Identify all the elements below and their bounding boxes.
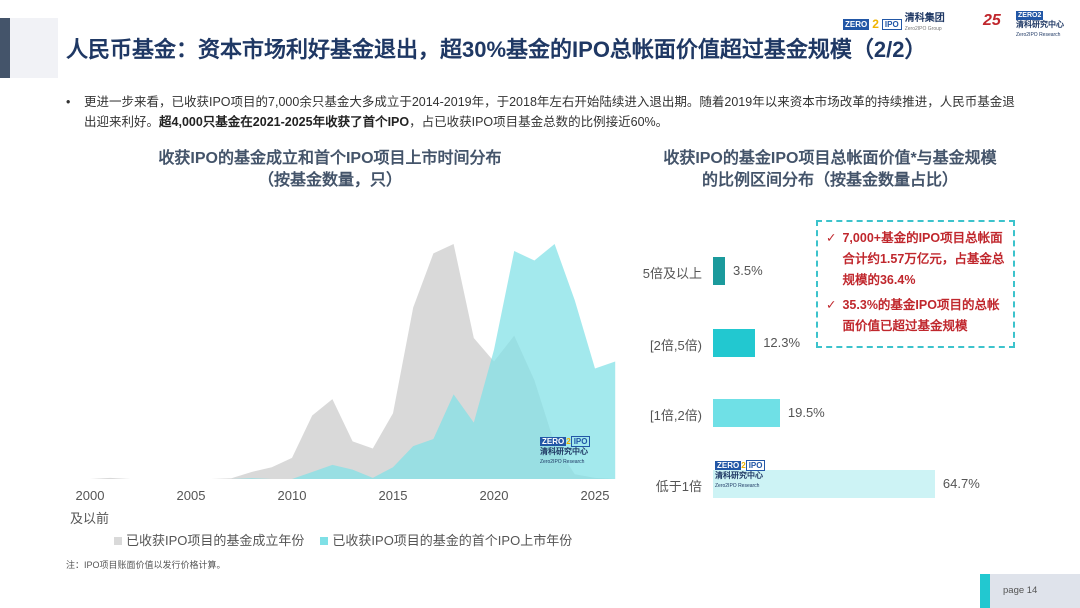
x-tick-label: 2020 xyxy=(479,488,509,503)
wm-zero: ZERO xyxy=(715,461,742,470)
x-tick-label: 2000 xyxy=(75,488,105,503)
callout-box: ✓ 7,000+基金的IPO项目总帐面合计约1.57万亿元，占基金总规模的36.4… xyxy=(816,220,1015,348)
summary-bullet: • 更进一步来看，已收获IPO项目的7,000余只基金大多成立于2014-201… xyxy=(66,95,1015,129)
logo-research-cn: 清科研究中心 xyxy=(1016,20,1064,29)
legend-swatch-cyan xyxy=(320,537,329,545)
bar-value-label: 64.7% xyxy=(942,476,980,491)
legend-item-founding: 已收获IPO项目的基金成立年份 xyxy=(114,530,304,549)
legend-label: 已收获IPO项目的基金成立年份 xyxy=(126,533,305,548)
bar-value-label: 12.3% xyxy=(763,335,801,350)
callout-item: ✓ 7,000+基金的IPO项目总帐面合计约1.57万亿元，占基金总规模的36.4… xyxy=(826,228,1005,291)
page-accent xyxy=(980,574,990,608)
logo-group-en: Zero2IPO Group xyxy=(904,26,942,32)
bar xyxy=(713,470,935,498)
page-number-box xyxy=(980,574,1080,608)
logo-ipo: IPO xyxy=(881,18,902,30)
left-chart-title: 收获IPO的基金成立和首个IPO项目上市时间分布 （按基金数量，只） xyxy=(120,148,540,192)
logo-zero: ZERO xyxy=(843,18,870,30)
page-title: 人民币基金：资本市场利好基金退出，超30%基金的IPO总帐面价值超过基金规模（2… xyxy=(66,37,927,62)
legend-item-first-ipo: 已收获IPO项目的基金的首个IPO上市年份 xyxy=(320,530,572,549)
wm-ipo: IPO xyxy=(570,436,591,447)
bar-watermark: ZERO 2 IPO 清科研究中心 Zero2IPO Research xyxy=(715,460,766,491)
bar-value-label: 3.5% xyxy=(733,263,763,278)
bar-category-label: 低于1倍 xyxy=(655,479,702,494)
callout-text: 35.3%的基金IPO项目的总帐面价值已超过基金规模 xyxy=(842,298,1000,333)
title-accent-bar xyxy=(0,18,10,78)
bullet-bold-text: 超4,000只基金在2021-2025年收获了首个IPO xyxy=(159,115,410,129)
wm-ipo: IPO xyxy=(745,460,766,471)
left-chart-title-line1: 收获IPO的基金成立和首个IPO项目上市时间分布 xyxy=(158,150,502,167)
bar-category-label: [1倍,2倍) xyxy=(649,408,702,423)
bar xyxy=(713,329,756,357)
right-chart-title-line1: 收获IPO的基金IPO项目总帐面价值*与基金规模 xyxy=(663,150,997,167)
x-tick-label: 2025 xyxy=(580,488,610,503)
legend-label: 已收获IPO项目的基金的首个IPO上市年份 xyxy=(332,533,573,548)
right-chart-title: 收获IPO的基金IPO项目总帐面价值*与基金规模 的比例区间分布（按基金数量占比… xyxy=(630,148,1030,192)
wm-two: 2 xyxy=(566,437,571,446)
wm-two: 2 xyxy=(741,461,746,470)
page-number: page 14 xyxy=(1003,585,1038,596)
callout-item: ✓ 35.3%的基金IPO项目的总帐面价值已超过基金规模 xyxy=(826,295,1005,337)
bullet-text: 更进一步来看，已收获IPO项目的7,000余只基金大多成立于2014-2019年… xyxy=(84,95,1015,129)
left-chart-subtitle: （按基金数量，只） xyxy=(257,172,402,189)
x-tick-label: 2010 xyxy=(277,488,307,503)
bar-category-label: [2倍,5倍) xyxy=(649,338,702,353)
footnote: 注：IPO项目账面价值以发行价格计算。 xyxy=(66,560,226,570)
zero2ipo-group-logo: ZERO 2 IPO 清科集团 Zero2IPO Group xyxy=(843,14,945,34)
anniversary-25-logo: 25 xyxy=(983,12,1001,29)
bar xyxy=(713,399,780,427)
chart-legend: 已收获IPO项目的基金成立年份 已收获IPO项目的基金的首个IPO上市年份 xyxy=(114,530,572,549)
logo-research-en: Zero2IPO Research xyxy=(1016,32,1061,38)
x-tick-sublabel: 及以前 xyxy=(70,511,110,526)
bar-value-label: 19.5% xyxy=(787,405,825,420)
wm-cn: 清科研究中心 xyxy=(715,471,763,480)
bullet-text-end: ，占已收获IPO项目基金总数的比例接近60%。 xyxy=(409,115,669,129)
wm-zero: ZERO xyxy=(540,437,567,446)
logo-two: 2 xyxy=(872,17,879,31)
check-icon: ✓ xyxy=(826,231,837,245)
chart-watermark: ZERO 2 IPO 清科研究中心 Zero2IPO Research xyxy=(540,436,591,467)
bar xyxy=(713,257,725,285)
legend-swatch-gray xyxy=(114,537,122,545)
area-series-2 xyxy=(90,244,616,479)
x-tick-label: 2015 xyxy=(378,488,408,503)
wm-cn: 清科研究中心 xyxy=(540,447,588,456)
logo-group-cn: 清科集团 xyxy=(904,13,945,24)
bar-category-label: 5倍及以上 xyxy=(642,266,702,281)
zero2ipo-research-logo: ZERO2 清科研究中心 Zero2IPO Research xyxy=(1016,11,1064,38)
title-background xyxy=(10,18,58,78)
check-icon: ✓ xyxy=(826,298,837,312)
x-tick-label: 2005 xyxy=(176,488,206,503)
wm-en: Zero2IPO Research xyxy=(715,483,760,489)
right-chart-subtitle: 的比例区间分布（按基金数量占比） xyxy=(701,172,958,189)
callout-text: 7,000+基金的IPO项目总帐面合计约1.57万亿元，占基金总规模的36.4% xyxy=(842,231,1005,287)
wm-en: Zero2IPO Research xyxy=(540,459,585,465)
